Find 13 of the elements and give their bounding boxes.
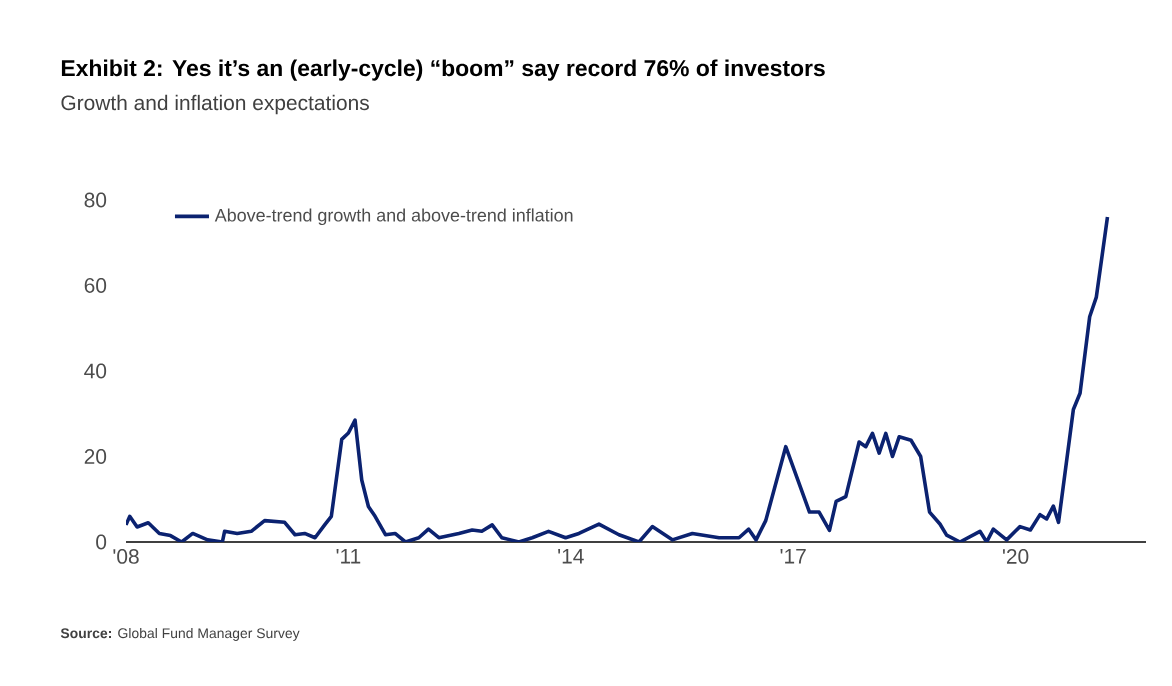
x-tick-label: '17: [780, 549, 806, 564]
legend-label: Above-trend growth and above-trend inflation: [214, 208, 573, 226]
x-tick-label: '14: [558, 549, 584, 564]
y-tick-label: 60: [84, 278, 107, 293]
y-tick-label: 20: [84, 449, 107, 464]
x-tick-label: '08: [113, 549, 139, 564]
chart-subtitle: Growth and inflation expectations: [61, 94, 369, 115]
x-tick-label: '11: [336, 549, 361, 564]
y-tick-label: 0: [96, 534, 107, 550]
chart-title: Exhibit 2: Yes it’s an (early-cycle) “boom” say record 76% of investors: [61, 59, 825, 81]
x-tick-label: '20: [1002, 549, 1029, 564]
y-tick-label: 80: [84, 192, 107, 208]
y-tick-label: 40: [84, 363, 107, 379]
